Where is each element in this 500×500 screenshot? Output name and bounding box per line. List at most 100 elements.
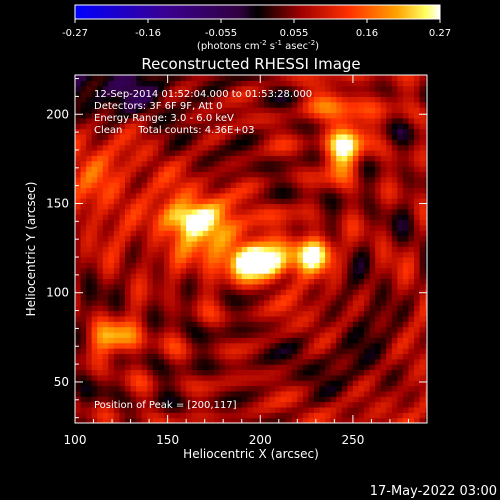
heatmap-cell xyxy=(291,364,298,371)
heatmap-cell xyxy=(391,358,398,365)
heatmap-cell xyxy=(86,155,93,162)
heatmap-cell xyxy=(169,160,176,167)
heatmap-cell xyxy=(341,176,348,183)
heatmap-cell xyxy=(208,224,215,231)
heatmap-cell xyxy=(175,406,182,413)
heatmap-cell xyxy=(336,240,343,247)
heatmap-cell xyxy=(180,321,187,328)
heatmap-cell xyxy=(191,192,198,199)
heatmap-cell xyxy=(147,385,154,392)
heatmap-cell xyxy=(152,305,159,312)
heatmap-cell xyxy=(269,133,276,140)
heatmap-cell xyxy=(197,401,204,408)
heatmap-cell xyxy=(213,401,221,408)
heatmap-cell xyxy=(75,171,82,178)
heatmap-cell xyxy=(208,396,215,403)
heatmap-cell xyxy=(330,315,337,322)
heatmap-cell xyxy=(219,101,226,108)
heatmap-cell xyxy=(197,224,204,231)
heatmap-cell xyxy=(158,267,165,274)
heatmap-cell xyxy=(369,406,376,413)
heatmap-cell xyxy=(352,385,360,392)
heatmap-cell xyxy=(352,305,360,312)
info-clean-counts: Clean Total counts: 4.36E+03 xyxy=(94,125,254,136)
heatmap-cell xyxy=(147,337,154,344)
heatmap-cell xyxy=(280,358,287,365)
heatmap-cell xyxy=(136,289,143,296)
heatmap-cell xyxy=(130,294,137,301)
heatmap-cell xyxy=(302,305,310,312)
heatmap-cell xyxy=(302,364,310,371)
heatmap-cell xyxy=(397,219,404,226)
heatmap-cell xyxy=(347,385,354,392)
heatmap-cell xyxy=(186,353,193,360)
heatmap-cell xyxy=(347,133,354,140)
heatmap-cell xyxy=(191,321,198,328)
heatmap-cell xyxy=(197,342,204,349)
heatmap-cell xyxy=(397,203,404,210)
heatmap-cell xyxy=(130,374,137,381)
heatmap-cell xyxy=(191,224,198,231)
heatmap-cell xyxy=(125,331,132,338)
heatmap-cell xyxy=(297,273,304,280)
heatmap-cell xyxy=(425,112,427,119)
heatmap-cell xyxy=(263,390,271,397)
heatmap-cell xyxy=(175,80,182,87)
heatmap-cell xyxy=(313,123,321,130)
heatmap-cell xyxy=(175,75,182,81)
heatmap-cell xyxy=(125,208,132,215)
heatmap-cell xyxy=(336,91,343,98)
heatmap-cell xyxy=(402,289,410,296)
heatmap-cell xyxy=(397,294,404,301)
heatmap-cell xyxy=(163,101,171,108)
heatmap-cell xyxy=(330,85,337,92)
heatmap-cell xyxy=(408,396,415,403)
heatmap-cell xyxy=(219,123,226,130)
heatmap-cell xyxy=(269,326,276,333)
heatmap-cell xyxy=(113,182,121,189)
heatmap-cell xyxy=(191,166,198,172)
heatmap-cell xyxy=(119,315,126,322)
heatmap-cell xyxy=(113,166,121,172)
heatmap-cell xyxy=(341,123,348,130)
heatmap-cell xyxy=(80,107,87,114)
heatmap-cell xyxy=(352,155,360,162)
heatmap-cell xyxy=(186,342,193,349)
heatmap-cell xyxy=(380,214,387,221)
heatmap-cell xyxy=(286,96,293,103)
heatmap-cell xyxy=(347,230,354,237)
heatmap-cell xyxy=(252,107,260,114)
heatmap-cell xyxy=(347,251,354,258)
heatmap-cell xyxy=(219,112,226,119)
heatmap-cell xyxy=(341,305,348,312)
heatmap-cell xyxy=(419,133,426,140)
heatmap-cell xyxy=(80,396,87,403)
heatmap-cell xyxy=(186,240,193,247)
heatmap-cell xyxy=(230,144,237,151)
heatmap-cell xyxy=(308,230,315,237)
heatmap-cell xyxy=(369,321,376,328)
heatmap-cell xyxy=(325,310,332,317)
heatmap-cell xyxy=(158,155,165,162)
heatmap-cell xyxy=(375,358,382,365)
heatmap-cell xyxy=(358,149,365,156)
heatmap-cell xyxy=(175,128,182,135)
heatmap-cell xyxy=(336,289,343,296)
heatmap-cell xyxy=(113,380,121,387)
heatmap-cell xyxy=(158,176,165,183)
heatmap-cell xyxy=(186,321,193,328)
heatmap-cell xyxy=(380,342,387,349)
heatmap-cell xyxy=(213,289,221,296)
heatmap-cell xyxy=(241,273,248,280)
heatmap-cell xyxy=(113,85,121,92)
heatmap-cell xyxy=(125,160,132,167)
heatmap-cell xyxy=(258,112,265,119)
heatmap-cell xyxy=(352,262,360,269)
heatmap-cell xyxy=(102,364,109,371)
heatmap-cell xyxy=(191,133,198,140)
heatmap-cell xyxy=(258,187,265,194)
heatmap-cell xyxy=(175,310,182,317)
heatmap-cell xyxy=(141,219,148,226)
heatmap-cell xyxy=(397,315,404,322)
heatmap-cell xyxy=(236,417,243,423)
